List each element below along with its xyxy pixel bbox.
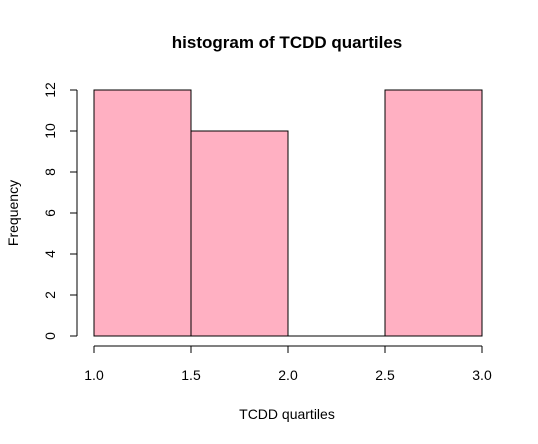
histogram-bar (384, 89, 483, 337)
histogram-bar (93, 89, 192, 337)
y-axis: 0 2 4 6 8 10 12 (42, 82, 78, 340)
y-tick-label: 0 (42, 332, 58, 340)
x-axis: 1.0 1.5 2.0 2.5 3.0 (84, 345, 492, 383)
x-tick-label: 1.0 (84, 367, 104, 383)
chart-title: histogram of TCDD quartiles (172, 33, 402, 52)
histogram-bar (190, 130, 289, 337)
x-tick-label: 2.0 (278, 367, 298, 383)
x-axis-label: TCDD quartiles (239, 406, 335, 422)
y-tick-label: 12 (42, 82, 58, 98)
y-tick-label: 6 (42, 209, 58, 217)
x-tick-label: 1.5 (181, 367, 201, 383)
y-tick-label: 10 (42, 123, 58, 139)
bars-group (93, 89, 483, 337)
y-tick-label: 4 (42, 250, 58, 258)
y-tick-label: 8 (42, 168, 58, 176)
x-tick-label: 2.5 (375, 367, 395, 383)
y-axis-label: Frequency (5, 180, 21, 246)
x-tick-label: 3.0 (472, 367, 492, 383)
y-tick-label: 2 (42, 291, 58, 299)
